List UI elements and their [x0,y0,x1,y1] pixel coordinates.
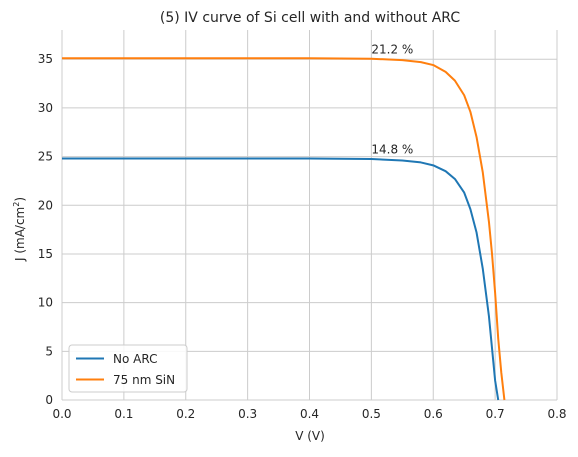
series-lines [62,57,506,401]
series-line-1 [62,57,506,401]
y-tick-label: 20 [38,198,53,212]
x-tick-label: 0.4 [300,407,319,421]
series-line-0 [62,157,500,401]
y-axis-label-superscript: 2 [12,202,21,207]
y-tick-label: 25 [38,150,53,164]
x-tick-label: 0.6 [424,407,443,421]
x-tick-label: 0.2 [176,407,195,421]
x-tick-label: 0.3 [238,407,257,421]
y-tick-label: 5 [45,344,53,358]
x-tick-label: 0.0 [52,407,71,421]
x-axis-label: V (V) [295,429,325,443]
y-axis-label-main: J (mA/cm [13,207,27,262]
x-tick-label: 0.5 [362,407,381,421]
legend: No ARC 75 nm SiN [68,344,188,393]
efficiency-annotation: 14.8 % [371,143,413,157]
x-tick-label: 0.7 [486,407,505,421]
y-tick-label: 30 [38,101,53,115]
x-tick-label: 0.1 [114,407,133,421]
grid [61,30,558,401]
y-tick-label: 15 [38,247,53,261]
legend-label-no-arc: No ARC [113,352,157,366]
efficiency-annotation: 21.2 % [371,42,413,56]
chart-title: (5) IV curve of Si cell with and without… [160,10,460,26]
tick-labels: 0.0 0.1 0.2 0.3 0.4 0.5 0.6 0.7 0.8 0 5 10 15 20 25 30 3… [38,52,567,421]
y-tick-label: 0 [45,393,53,407]
y-axis-label: J (mA/cm2) [12,197,27,262]
annotations: 21.2 % 14.8 % [371,42,413,156]
y-tick-label: 35 [38,52,53,66]
y-tick-label: 10 [38,296,53,310]
legend-label-75nm-sin: 75 nm SiN [113,373,175,387]
y-axis-label-suffix: ) [13,197,27,202]
x-tick-label: 0.8 [547,407,566,421]
